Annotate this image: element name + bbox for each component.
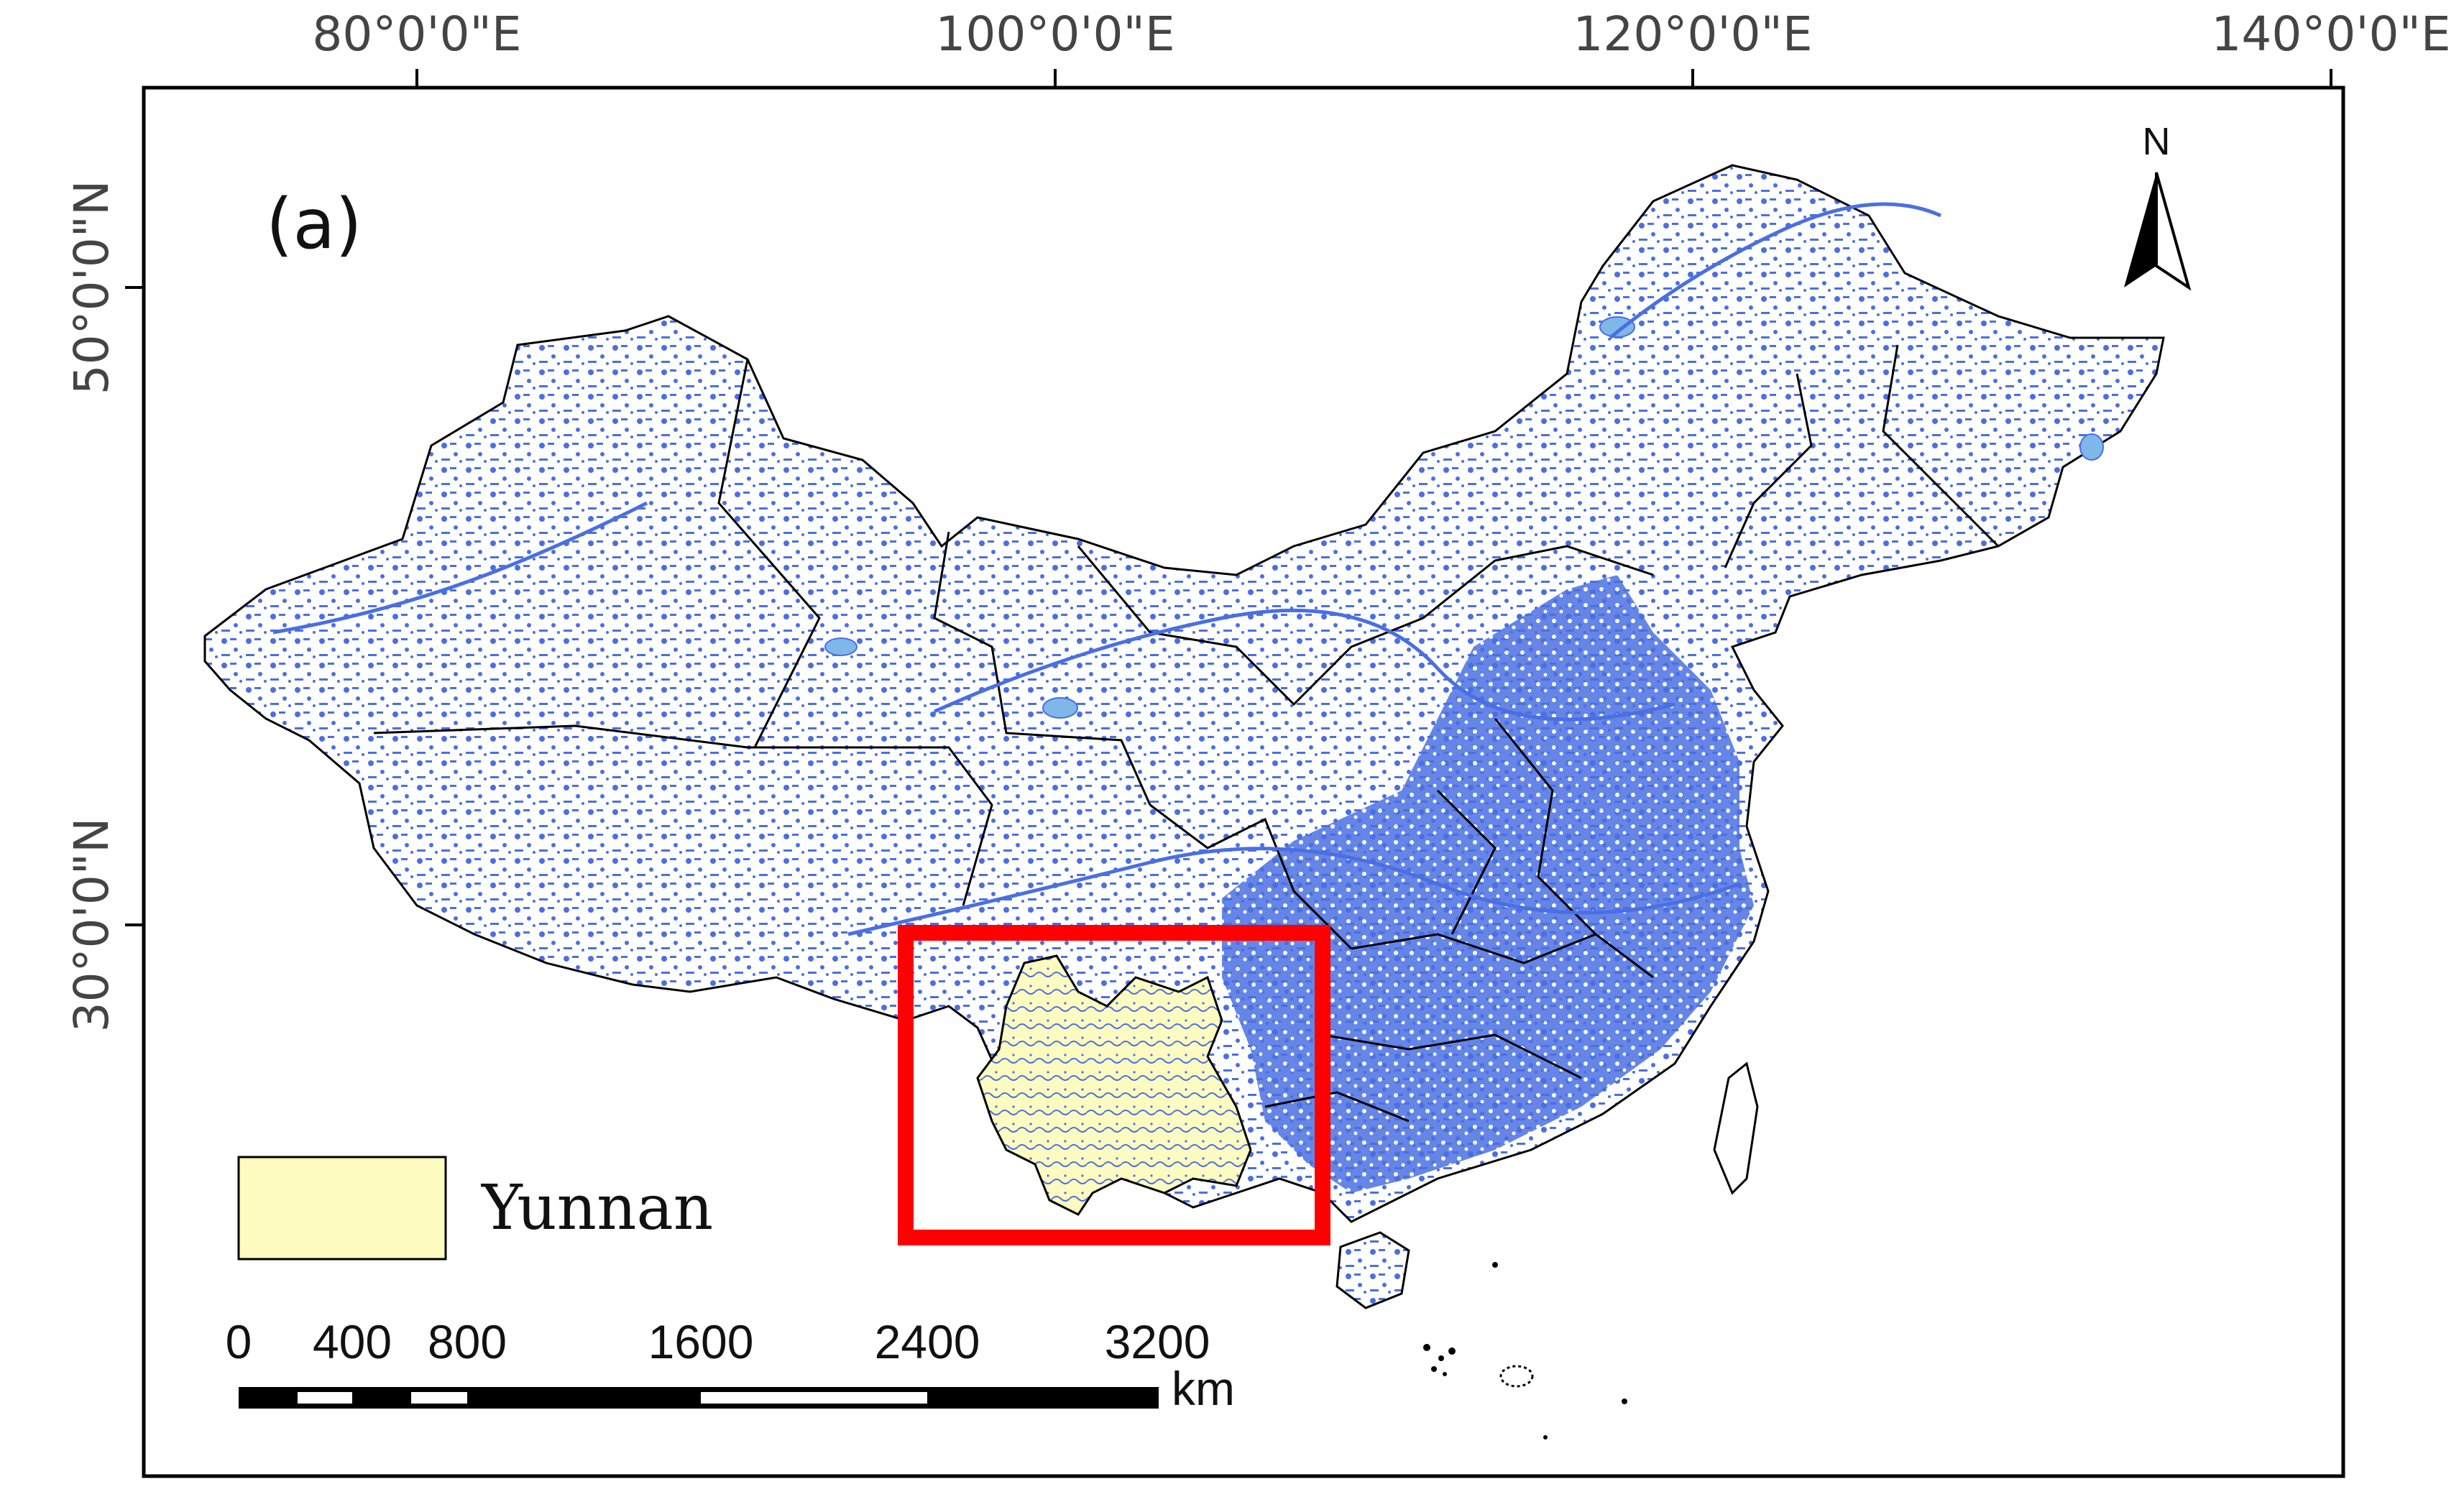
panel-label: (a) bbox=[266, 184, 362, 264]
lake-hulun bbox=[1599, 316, 1635, 338]
north-arrow-icon bbox=[2124, 172, 2156, 287]
scale-segment-white-2 bbox=[411, 1392, 467, 1404]
major-rivers bbox=[272, 202, 1942, 936]
scale-bar: 0 400 800 1600 2400 3200 km bbox=[226, 1315, 1235, 1415]
scale-label-3200: 3200 bbox=[1105, 1315, 1210, 1368]
scale-label-400: 400 bbox=[313, 1315, 392, 1368]
taiwan-island bbox=[1713, 1061, 1759, 1195]
scale-label-2400: 2400 bbox=[875, 1315, 980, 1368]
lake-northwest bbox=[824, 637, 858, 656]
scale-segment-white-3 bbox=[701, 1392, 927, 1404]
eastern-dense-water bbox=[1222, 575, 1754, 1193]
north-arrow-label: N bbox=[2143, 120, 2171, 163]
scale-label-0: 0 bbox=[226, 1315, 252, 1368]
hainan-island bbox=[1336, 1231, 1410, 1309]
lon-tick-label-140e: 140°0'0"E bbox=[2211, 6, 2450, 62]
north-arrow: N bbox=[2124, 120, 2192, 291]
scale-label-800: 800 bbox=[428, 1315, 507, 1368]
lon-tick-label-80e: 80°0'0"E bbox=[312, 6, 521, 62]
lake-qinghai bbox=[1042, 697, 1078, 719]
latitude-ticks bbox=[125, 286, 144, 926]
lat-tick-label-50n: 50°0'0"N bbox=[64, 180, 119, 395]
northeast-water bbox=[1761, 338, 2084, 568]
china-landmass bbox=[203, 164, 2165, 1439]
lat-tick-label-30n: 30°0'0"N bbox=[64, 818, 119, 1033]
lake-xingkai bbox=[2079, 433, 2104, 461]
legend-label-yunnan: Yunnan bbox=[481, 1172, 713, 1244]
legend-swatch-yunnan bbox=[237, 1156, 447, 1261]
longitude-ticks bbox=[415, 69, 2332, 88]
scale-segment-white-1 bbox=[298, 1392, 352, 1404]
legend: Yunnan bbox=[237, 1156, 713, 1261]
scale-unit: km bbox=[1172, 1362, 1235, 1415]
lon-tick-label-100e: 100°0'0"E bbox=[935, 6, 1174, 62]
scale-label-1600: 1600 bbox=[648, 1315, 754, 1368]
yunnan-province bbox=[976, 954, 1252, 1216]
lon-tick-label-120e: 120°0'0"E bbox=[1573, 6, 1812, 62]
province-borders bbox=[373, 344, 2000, 1123]
study-area-highlight-box bbox=[898, 925, 1330, 1245]
south-sea-islets bbox=[1423, 1262, 1627, 1439]
